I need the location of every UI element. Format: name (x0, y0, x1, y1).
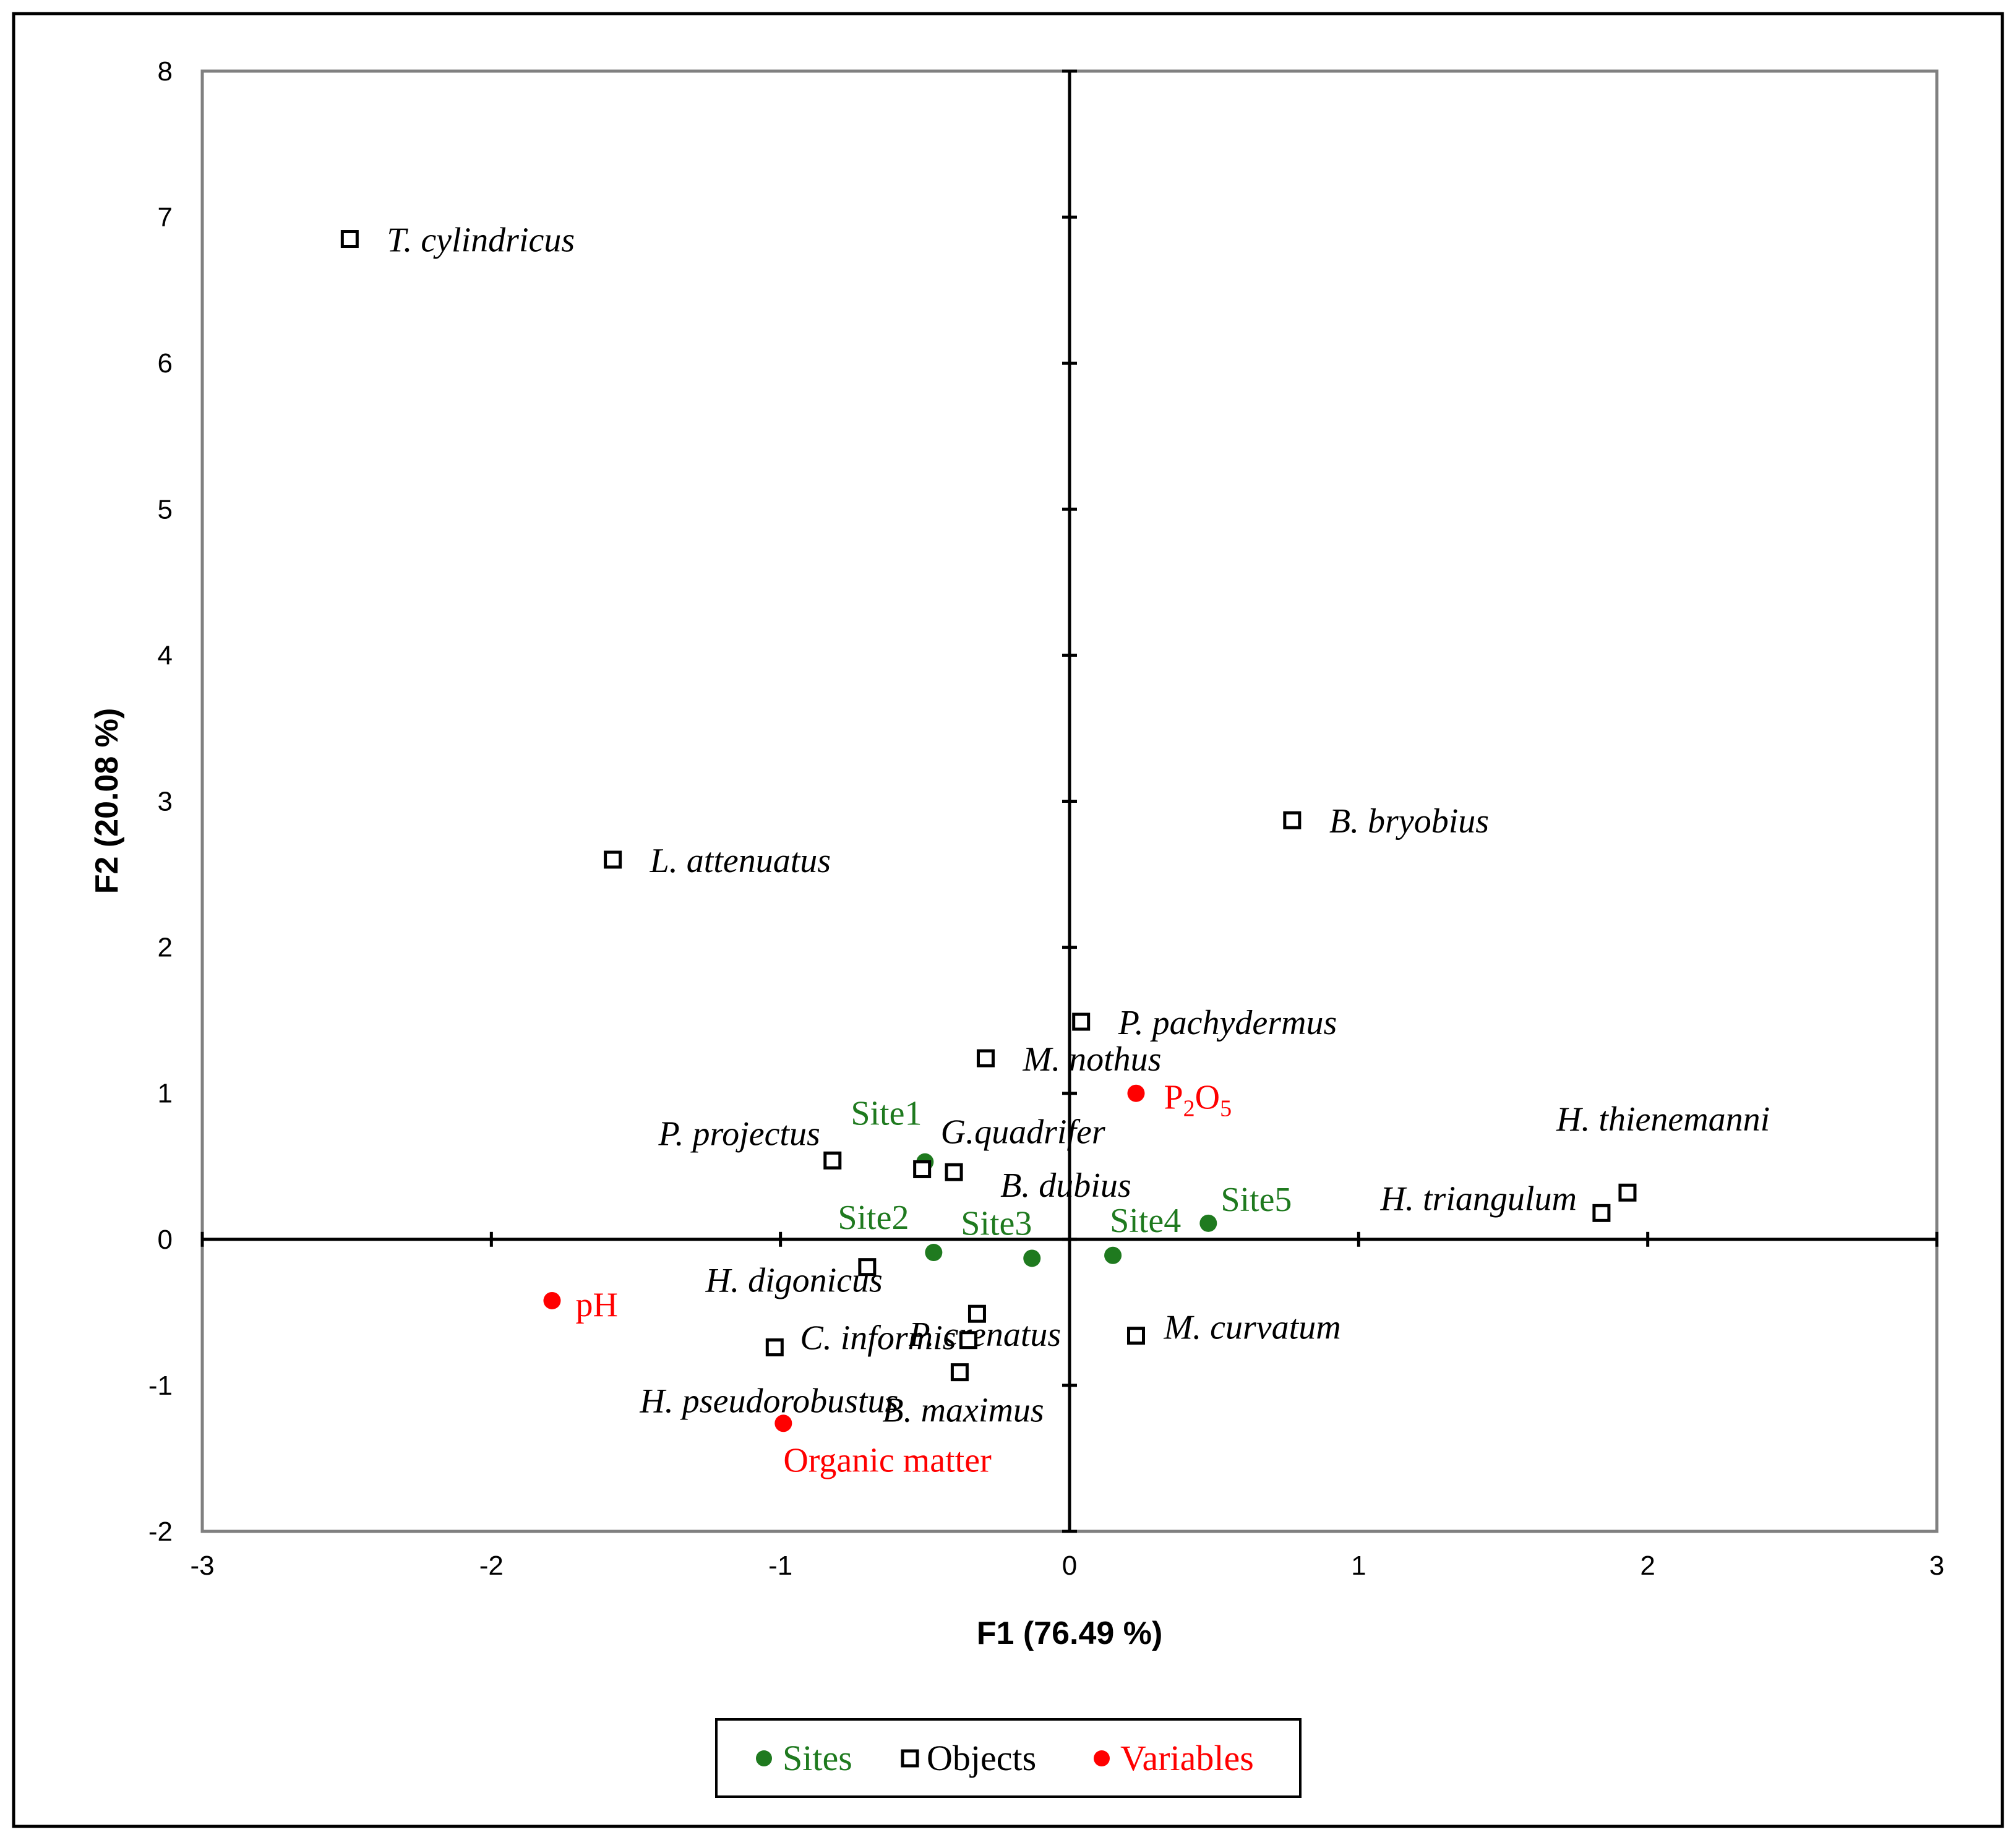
y-tick-label: 5 (158, 494, 173, 524)
label-g-quadrifer: G.quadrifer (941, 1113, 1105, 1151)
point-p-pachydermus (1072, 1012, 1091, 1031)
label-p-crenatus: P. crenatus (908, 1316, 1061, 1354)
x-tick-label: -1 (768, 1551, 792, 1581)
y-axis-title: F2 (20.08 %) (89, 708, 125, 894)
label-t-cylindricus: T. cylindricus (387, 221, 575, 260)
point-m-nothus (976, 1049, 995, 1068)
legend-sites-label: Sites (783, 1738, 852, 1778)
label-b-maximus: B. maximus (882, 1392, 1044, 1430)
tick-labels: -3 -2 -1 0 1 2 3 -2 -1 0 1 2 3 4 5 6 7 8 (148, 56, 1944, 1581)
data-points: Site1 Site2 Site3 Site4 Site5 T. cylindricus L… (340, 221, 1770, 1479)
point-h-triangulum (1592, 1204, 1611, 1222)
label-site1: Site1 (851, 1095, 922, 1133)
x-tick-label: -3 (190, 1551, 214, 1581)
y-tick-label: 1 (158, 1079, 173, 1109)
x-tick-label: 2 (1640, 1551, 1655, 1581)
point-h-pseudorobustus (765, 1338, 784, 1357)
legend-box (715, 1718, 1302, 1798)
legend: Sites Objects Variables (715, 1718, 1302, 1798)
legend-variables-marker (1094, 1750, 1110, 1766)
label-h-digonicus: H. digonicus (705, 1262, 883, 1300)
y-tick-label: 6 (158, 348, 173, 379)
point-site3 (1023, 1249, 1041, 1267)
y-tick-label: -2 (148, 1517, 173, 1547)
label-m-curvatum: M. curvatum (1163, 1309, 1340, 1347)
label-site5: Site5 (1220, 1181, 1292, 1219)
point-g-quadrifer (913, 1160, 932, 1178)
label-b-dubius: B. dubius (1000, 1166, 1131, 1205)
label-site2: Site2 (838, 1199, 909, 1237)
legend-objects-marker (901, 1749, 919, 1768)
y-tick-label: 7 (158, 202, 173, 233)
point-h-digonicus (858, 1258, 877, 1277)
point-b-bryobius (1283, 811, 1302, 829)
y-tick-label: 4 (158, 640, 173, 670)
point-h-thienemanni (1618, 1183, 1637, 1202)
label-h-pseudorobustus: H. pseudorobustus (639, 1382, 898, 1421)
point-p2o5 (1127, 1084, 1145, 1102)
x-axis-title: F1 (76.49 %) (977, 1615, 1163, 1651)
label-ph: pH (575, 1286, 617, 1324)
point-m-curvatum (1126, 1327, 1145, 1345)
x-tick-label: 3 (1929, 1551, 1944, 1581)
label-p-pachydermus: P. pachydermus (1118, 1004, 1337, 1042)
x-tick-label: -2 (479, 1551, 504, 1581)
label-site4: Site4 (1110, 1202, 1181, 1240)
y-tick-label: 8 (158, 56, 173, 87)
label-c-informis: C. informis (800, 1319, 956, 1358)
point-t-cylindricus (340, 230, 359, 249)
label-p-projectus: P. projectus (658, 1115, 820, 1153)
label-site3: Site3 (961, 1204, 1032, 1243)
point-l-attenuatus (604, 850, 622, 869)
label-m-nothus: M. nothus (1022, 1040, 1161, 1079)
point-organic-matter (774, 1414, 792, 1432)
point-p-crenatus (967, 1304, 986, 1323)
x-tick-label: 0 (1062, 1551, 1077, 1581)
point-ph (543, 1291, 561, 1309)
point-b-maximus (950, 1363, 969, 1382)
y-tick-label: 3 (158, 787, 173, 817)
label-h-triangulum: H. triangulum (1380, 1179, 1577, 1218)
y-tick-label: 0 (158, 1225, 173, 1255)
label-b-bryobius: B. bryobius (1329, 802, 1489, 841)
label-h-thienemanni: H. thienemanni (1556, 1100, 1770, 1139)
point-p-projectus (823, 1151, 842, 1170)
x-tick-label: 1 (1351, 1551, 1366, 1581)
label-l-attenuatus: L. attenuatus (650, 842, 831, 880)
point-site2 (925, 1244, 943, 1262)
legend-objects-label: Objects (927, 1738, 1036, 1778)
axis-ticks (200, 69, 1939, 1533)
legend-sites-marker (756, 1750, 772, 1766)
legend-variables-label: Variables (1120, 1738, 1254, 1778)
point-site4 (1104, 1246, 1122, 1264)
y-tick-label: -1 (148, 1371, 173, 1401)
point-b-dubius (945, 1163, 963, 1181)
point-site5 (1199, 1214, 1217, 1232)
y-tick-label: 2 (158, 933, 173, 963)
point-c-informis (959, 1331, 977, 1350)
label-organic-matter: Organic matter (783, 1441, 992, 1479)
